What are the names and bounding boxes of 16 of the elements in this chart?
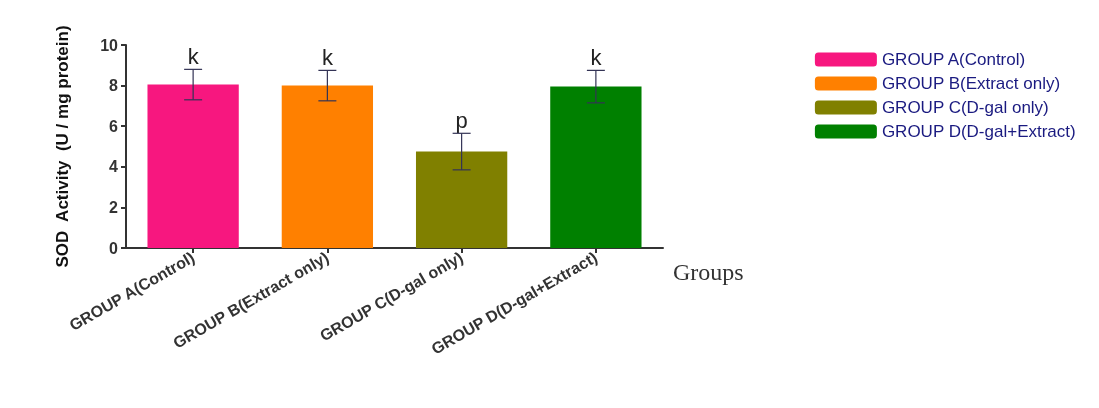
annotation: k — [187, 43, 200, 69]
y-tick-label: 8 — [109, 77, 119, 95]
legend-label: GROUP B(Extract only) — [881, 74, 1061, 93]
annotation: p — [455, 107, 468, 133]
annotation: k — [321, 44, 334, 70]
y-tick-label: 6 — [109, 117, 119, 135]
legend-label: GROUP A(Control) — [881, 50, 1026, 69]
y-axis-title: SOD Activity (U / mg protein) — [53, 25, 72, 268]
annotation: k — [590, 44, 603, 70]
y-tick-label: 4 — [109, 158, 119, 176]
legend-label: GROUP D(D-gal+Extract) — [881, 122, 1076, 141]
y-tick-label: 10 — [100, 36, 119, 54]
y-tick-label: 2 — [109, 198, 119, 216]
legend-label: GROUP C(D-gal only) — [881, 98, 1049, 117]
y-tick-label: 0 — [109, 239, 119, 257]
x-axis-title: Groups — [673, 259, 744, 285]
